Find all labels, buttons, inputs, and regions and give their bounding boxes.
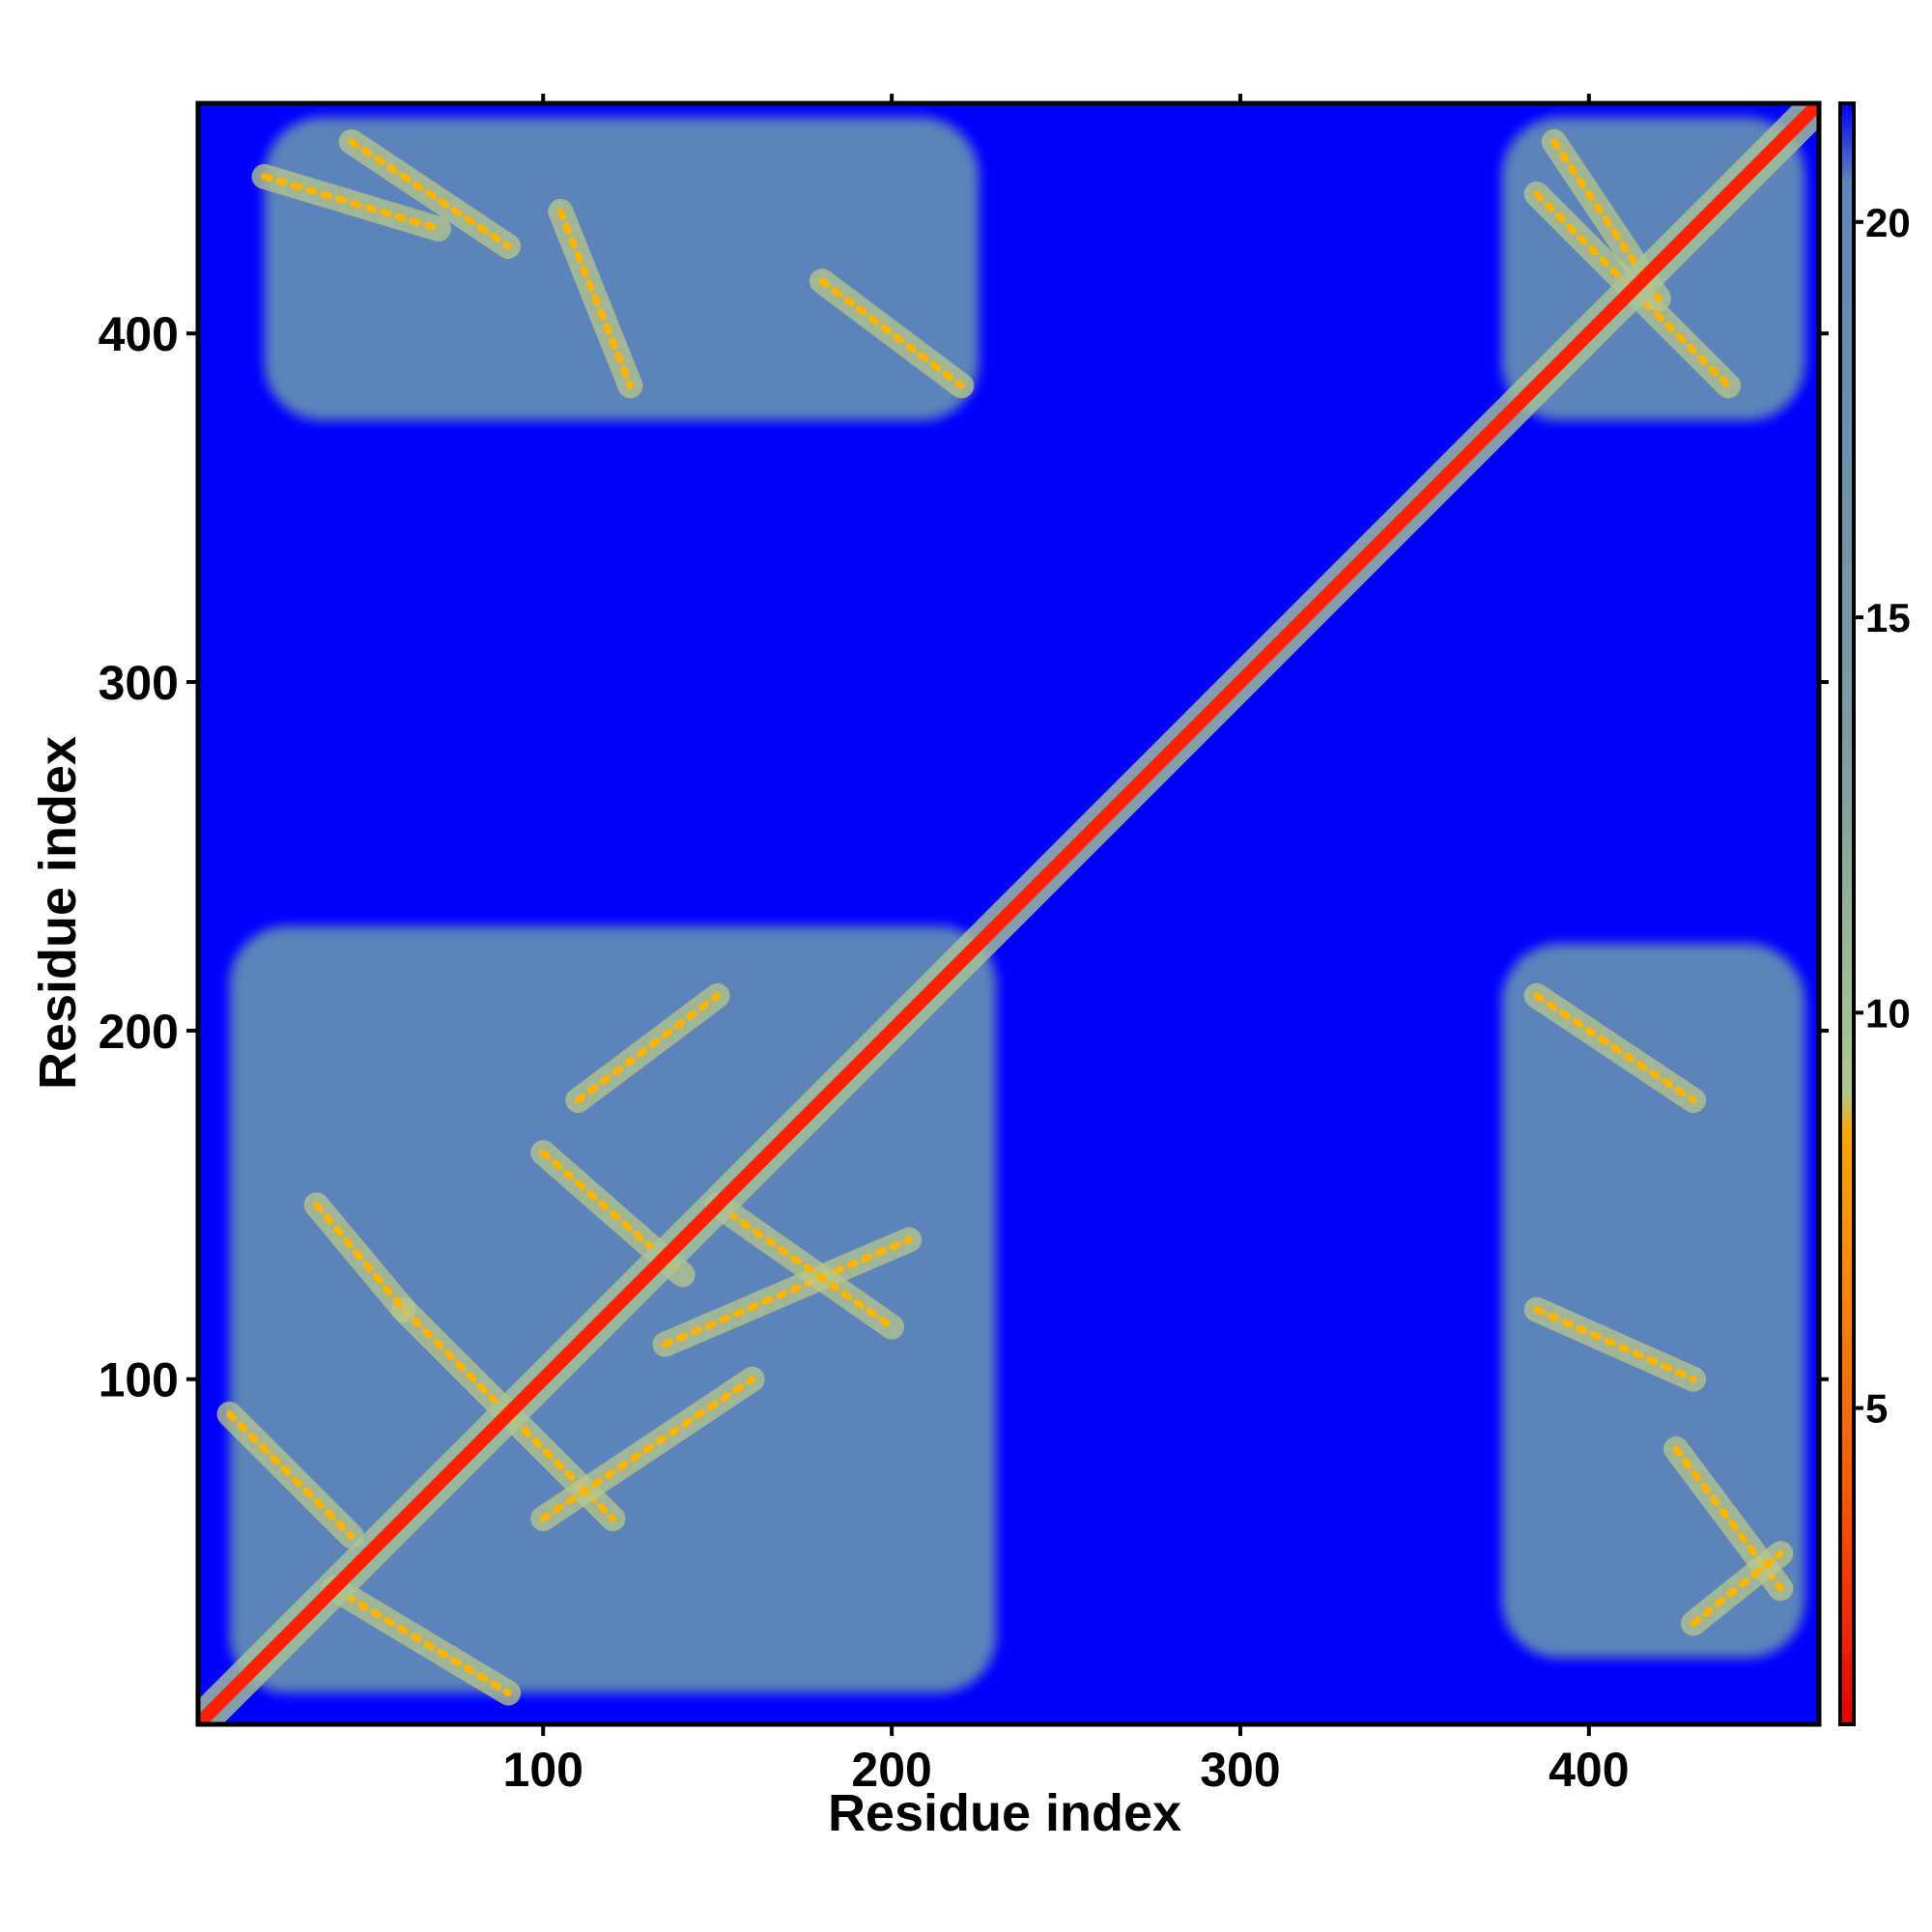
contact-line-12 [809,269,975,399]
y-axis-label: Residue index [29,736,87,1090]
colorbar: 5 10 15 20 [1838,101,1911,1726]
y-tick-label-2: 300 [99,656,179,710]
colorbar-tick-label-3: 20 [1865,200,1911,245]
y-axis-ticks: 100 200 300 400 [99,307,1829,1407]
contact-line-18 [1681,1541,1794,1636]
contact-line-9 [251,163,451,242]
x-tick-label-1: 200 [851,1743,931,1797]
contact-line-15 [1523,982,1707,1114]
colorbar-tick-label-1: 10 [1865,990,1911,1036]
contact-region-2 [1501,943,1805,1659]
x-axis-ticks: 100 200 300 400 [503,94,1630,1797]
contact-line-1 [216,1401,364,1549]
colorbar-tick-label-0: 5 [1865,1386,1888,1432]
y-tick-label-1: 200 [99,1005,179,1059]
contact-line-8 [303,1192,416,1322]
contact-line-4 [652,1227,923,1357]
diagonal-band [198,103,1819,1724]
contact-line-6 [565,982,730,1114]
contact-line-3 [530,1366,765,1532]
y-tick-label-3: 400 [99,307,179,361]
colorbar-ticks: 5 10 15 20 [1854,200,1911,1432]
diagonal-line [198,103,1819,1724]
contact-line-10 [338,128,522,259]
x-tick-label-2: 300 [1200,1743,1280,1797]
colorbar-gradient [1838,101,1856,1726]
contact-line-11 [548,198,643,399]
x-tick-label-3: 400 [1548,1743,1629,1797]
x-axis-label: Residue index [828,1784,1181,1842]
x-tick-label-0: 100 [503,1743,583,1797]
contact-line-0 [321,1576,522,1706]
plot-frame [195,100,1822,1727]
contact-line-16 [1523,1296,1707,1392]
plot-area: 100 200 300 400 100 200 300 400 [99,94,1829,1797]
contact-line-7 [704,1192,905,1340]
colorbar-tick-label-2: 15 [1865,595,1911,640]
y-tick-label-0: 100 [99,1353,179,1407]
